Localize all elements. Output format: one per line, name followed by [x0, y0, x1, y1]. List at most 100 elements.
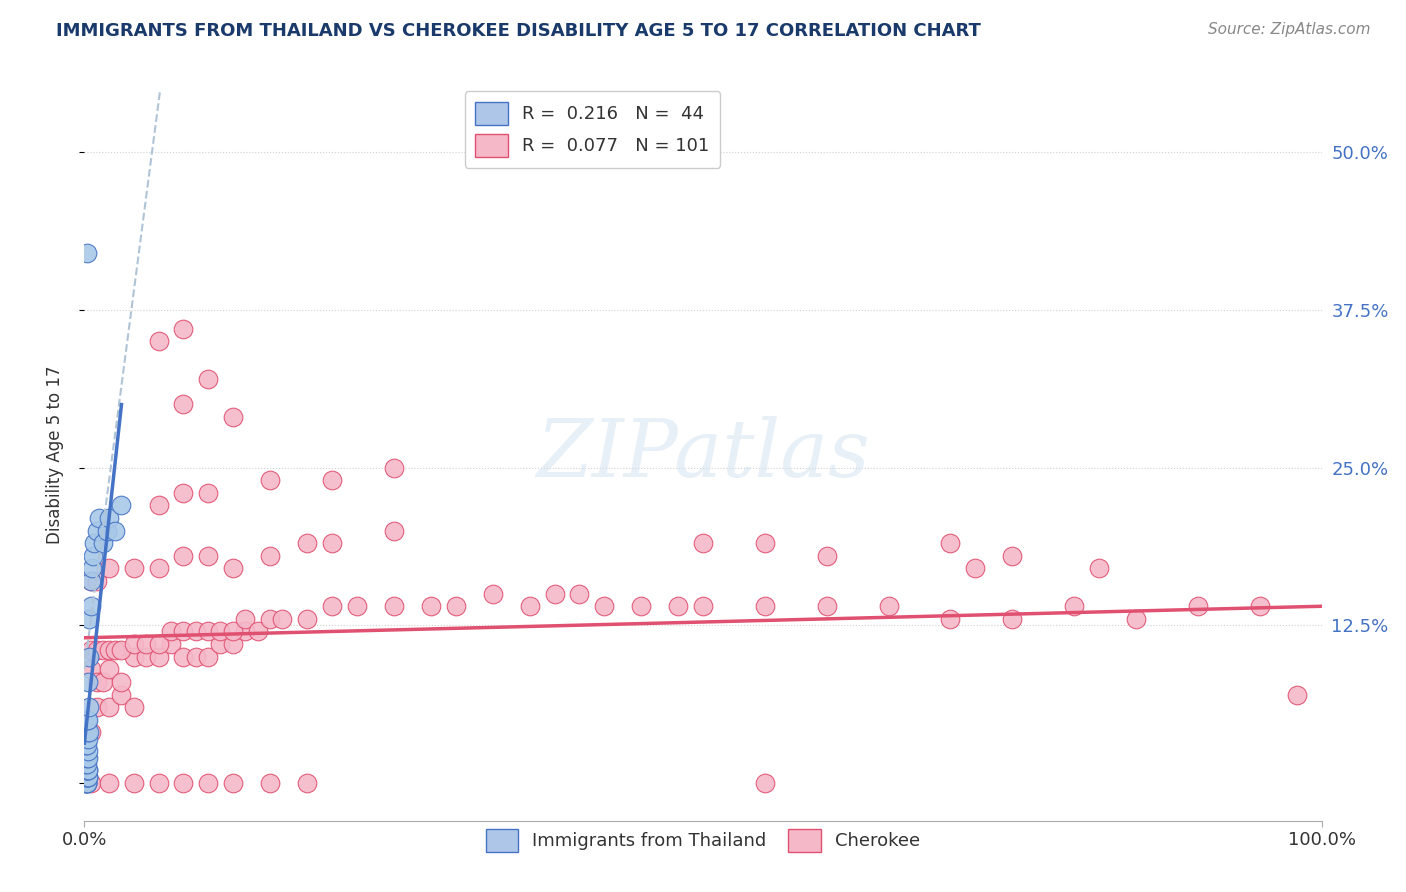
Point [382, 460, 405, 475]
Point [76, 756, 98, 771]
Point [295, 612, 318, 626]
Point [86, 700, 108, 714]
Point [222, 410, 245, 425]
Point [82, 549, 104, 563]
Point [76, 763, 98, 777]
Point [75, 776, 97, 790]
Point [1001, 612, 1024, 626]
Point [122, 700, 145, 714]
Point [382, 599, 405, 614]
Point [86, 574, 108, 588]
Point [86, 524, 108, 538]
Point [98, 700, 121, 714]
Point [184, 649, 207, 664]
Point [877, 599, 900, 614]
Point [98, 776, 121, 790]
Point [1187, 599, 1209, 614]
Point [76, 776, 98, 790]
Point [122, 776, 145, 790]
Point [246, 624, 269, 639]
Point [79, 643, 101, 657]
Point [1285, 688, 1308, 702]
Point [135, 649, 157, 664]
Point [1125, 612, 1147, 626]
Point [75, 770, 97, 784]
Point [184, 624, 207, 639]
Point [259, 549, 281, 563]
Point [222, 624, 245, 639]
Point [148, 637, 170, 651]
Point [135, 637, 157, 651]
Point [75, 756, 97, 771]
Point [209, 637, 232, 651]
Point [76, 246, 98, 260]
Point [79, 776, 101, 790]
Text: Source: ZipAtlas.com: Source: ZipAtlas.com [1208, 22, 1371, 37]
Point [197, 485, 219, 500]
Point [630, 599, 652, 614]
Point [122, 649, 145, 664]
Point [77, 725, 100, 739]
Point [160, 624, 183, 639]
Point [96, 524, 118, 538]
Point [98, 662, 121, 676]
Point [519, 599, 541, 614]
Point [86, 674, 108, 689]
Point [148, 334, 170, 349]
Point [172, 549, 194, 563]
Point [295, 536, 318, 550]
Point [295, 776, 318, 790]
Point [271, 612, 294, 626]
Point [110, 643, 132, 657]
Point [79, 649, 101, 664]
Point [79, 574, 101, 588]
Point [172, 649, 194, 664]
Point [77, 763, 100, 777]
Point [76, 770, 98, 784]
Point [75, 763, 97, 777]
Point [75, 776, 97, 790]
Point [666, 599, 689, 614]
Point [1001, 549, 1024, 563]
Point [79, 612, 101, 626]
Point [110, 674, 132, 689]
Point [172, 322, 194, 336]
Point [148, 776, 170, 790]
Point [692, 536, 714, 550]
Point [98, 643, 121, 657]
Point [89, 511, 111, 525]
Point [76, 738, 98, 752]
Point [76, 713, 98, 727]
Point [79, 725, 101, 739]
Point [321, 599, 343, 614]
Point [197, 624, 219, 639]
Point [382, 524, 405, 538]
Point [80, 561, 103, 575]
Point [197, 649, 219, 664]
Point [233, 612, 256, 626]
Point [172, 485, 194, 500]
Point [122, 637, 145, 651]
Text: IMMIGRANTS FROM THAILAND VS CHEROKEE DISABILITY AGE 5 TO 17 CORRELATION CHART: IMMIGRANTS FROM THAILAND VS CHEROKEE DIS… [56, 22, 981, 40]
Point [76, 763, 98, 777]
Point [1088, 561, 1111, 575]
Point [321, 473, 343, 487]
Point [815, 549, 838, 563]
Point [754, 599, 776, 614]
Point [76, 770, 98, 784]
Point [83, 536, 105, 550]
Point [259, 776, 281, 790]
Point [104, 643, 127, 657]
Point [419, 599, 441, 614]
Point [197, 776, 219, 790]
Point [481, 587, 503, 601]
Point [77, 763, 100, 777]
Point [939, 612, 962, 626]
Point [172, 624, 194, 639]
Point [222, 776, 245, 790]
Point [79, 725, 101, 739]
Point [148, 499, 170, 513]
Point [568, 587, 591, 601]
Point [77, 770, 100, 784]
Point [98, 511, 121, 525]
